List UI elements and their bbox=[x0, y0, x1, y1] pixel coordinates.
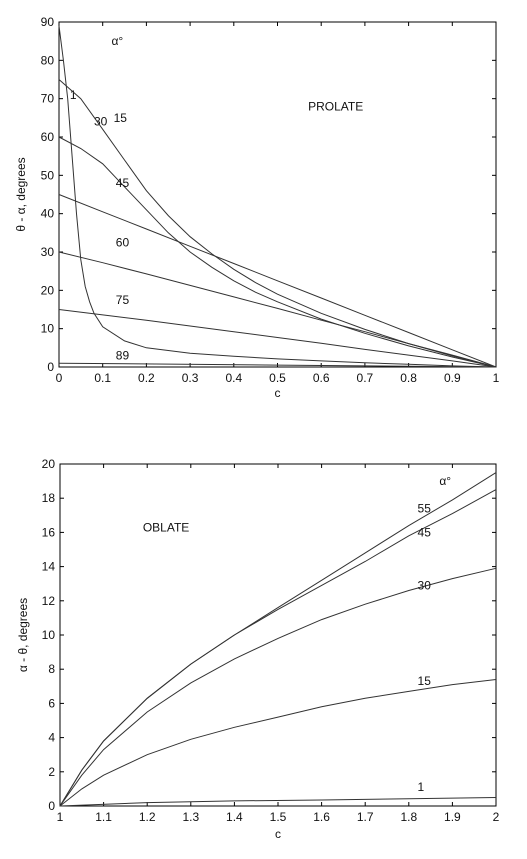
annotation-1: α° bbox=[111, 34, 123, 48]
x-tick-label: 0 bbox=[56, 371, 63, 385]
x-tick-label: 1.1 bbox=[95, 810, 112, 824]
series-line-30 bbox=[58, 136, 497, 368]
x-tick-label: 1.3 bbox=[182, 810, 199, 824]
y-tick-label: 0 bbox=[48, 799, 55, 813]
x-tick-label: 1.6 bbox=[313, 810, 330, 824]
x-tick-label: 0.4 bbox=[225, 371, 242, 385]
y-tick-label: 16 bbox=[42, 525, 56, 539]
x-tick-label: 1.9 bbox=[444, 810, 461, 824]
series-line-60 bbox=[58, 251, 497, 368]
series-label-75: 75 bbox=[116, 293, 130, 307]
x-axis-label: c bbox=[275, 386, 281, 400]
x-tick-label: 0.2 bbox=[138, 371, 155, 385]
series-label-1: 1 bbox=[70, 88, 77, 102]
plot-frame bbox=[58, 21, 497, 368]
series-label-15: 15 bbox=[418, 674, 432, 688]
annotation-0: OBLATE bbox=[143, 520, 189, 534]
series-line-30 bbox=[59, 567, 497, 807]
y-tick-label: 14 bbox=[42, 560, 56, 574]
series-label-30: 30 bbox=[94, 115, 108, 129]
y-tick-label: 70 bbox=[41, 92, 55, 106]
x-axis-label: c bbox=[275, 827, 281, 841]
x-tick-label: 0.8 bbox=[400, 371, 417, 385]
y-tick-label: 80 bbox=[41, 53, 55, 67]
x-tick-label: 0.1 bbox=[94, 371, 111, 385]
x-tick-label: 0.3 bbox=[182, 371, 199, 385]
y-tick-label: 10 bbox=[41, 322, 55, 336]
y-axis-label: θ - α, degrees bbox=[14, 157, 28, 231]
x-tick-label: 1.7 bbox=[357, 810, 374, 824]
x-tick-label: 0.9 bbox=[444, 371, 461, 385]
x-tick-label: 1.2 bbox=[139, 810, 156, 824]
x-tick-label: 2 bbox=[493, 810, 500, 824]
series-label-89: 89 bbox=[116, 349, 130, 363]
y-tick-label: 8 bbox=[48, 662, 55, 676]
series-label-45: 45 bbox=[116, 176, 130, 190]
y-tick-label: 20 bbox=[42, 457, 56, 471]
y-tick-label: 40 bbox=[41, 207, 55, 221]
y-tick-label: 0 bbox=[47, 360, 54, 374]
x-tick-label: 1.8 bbox=[400, 810, 417, 824]
y-tick-label: 30 bbox=[41, 245, 55, 259]
series-line-89 bbox=[58, 362, 497, 368]
series-label-30: 30 bbox=[418, 578, 432, 592]
series-label-15: 15 bbox=[114, 111, 128, 125]
series-line-15 bbox=[59, 679, 497, 807]
y-tick-label: 4 bbox=[48, 731, 55, 745]
series-label-1: 1 bbox=[418, 780, 425, 794]
x-tick-label: 1.4 bbox=[226, 810, 243, 824]
series-line-45 bbox=[59, 489, 497, 807]
y-tick-label: 10 bbox=[42, 628, 56, 642]
oblate-chart: 1 1.1 1.2 1.3 1.4 1.5 1.6 1.7 1.8 1.9 202468101214… bbox=[16, 457, 500, 841]
y-tick-label: 90 bbox=[41, 15, 55, 29]
series-line-1 bbox=[59, 797, 497, 807]
prolate-chart: 0 0.1 0.2 0.3 0.4 0.5 0.6 0.7 0.8 0.9 101020304050… bbox=[14, 15, 500, 400]
x-tick-label: 0.5 bbox=[269, 371, 286, 385]
x-tick-label: 0.6 bbox=[313, 371, 330, 385]
series-line-75 bbox=[58, 309, 497, 368]
y-axis-label: α - θ, degrees bbox=[16, 598, 30, 672]
y-tick-label: 12 bbox=[42, 594, 56, 608]
y-tick-label: 2 bbox=[48, 765, 55, 779]
series-line-15 bbox=[58, 79, 497, 368]
series-label-55: 55 bbox=[418, 501, 432, 515]
y-tick-label: 6 bbox=[48, 696, 55, 710]
y-tick-label: 20 bbox=[41, 283, 55, 297]
y-tick-label: 18 bbox=[42, 491, 56, 505]
x-tick-label: 1 bbox=[57, 810, 64, 824]
series-label-45: 45 bbox=[418, 525, 432, 539]
annotation-1: α° bbox=[439, 474, 451, 488]
series-line-55 bbox=[59, 472, 497, 807]
series-line-45 bbox=[58, 194, 497, 368]
y-tick-label: 50 bbox=[41, 168, 55, 182]
series-line-1 bbox=[58, 25, 497, 368]
x-tick-label: 0.7 bbox=[357, 371, 374, 385]
x-tick-label: 1.5 bbox=[270, 810, 287, 824]
annotation-0: PROLATE bbox=[308, 99, 363, 113]
series-label-60: 60 bbox=[116, 235, 130, 249]
y-tick-label: 60 bbox=[41, 130, 55, 144]
x-tick-label: 1 bbox=[493, 371, 500, 385]
